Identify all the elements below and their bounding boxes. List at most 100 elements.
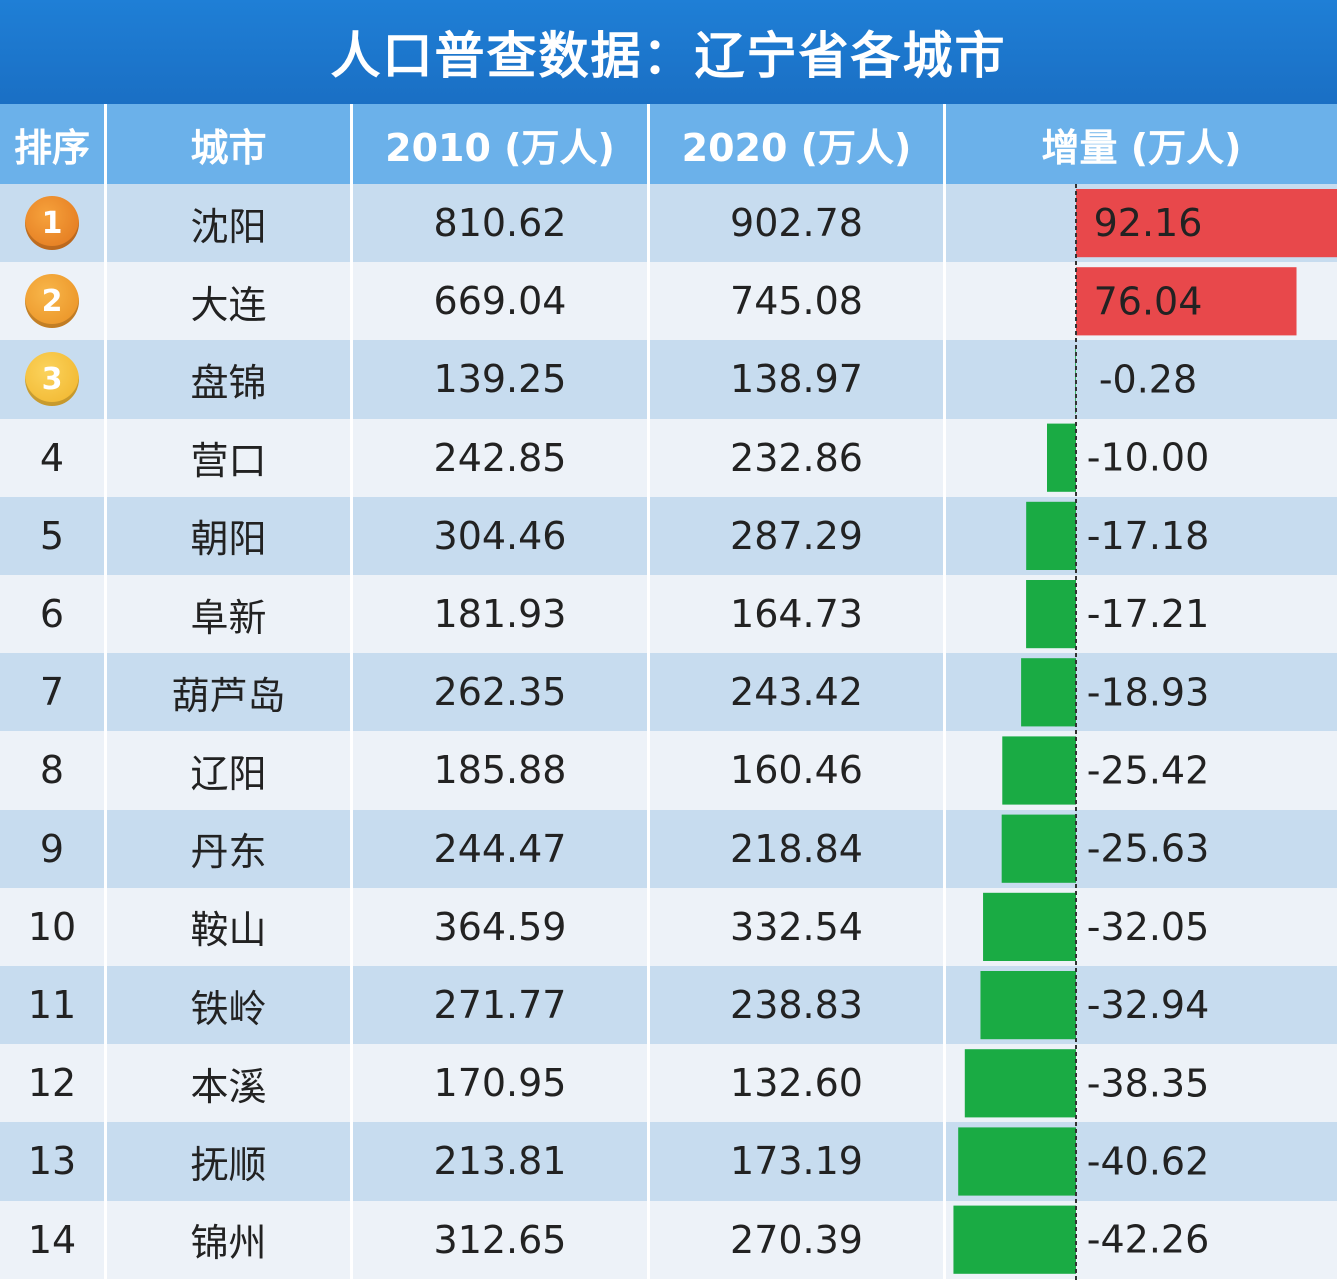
change-value-label: -17.21 — [1087, 592, 1210, 636]
change-value-label: -38.35 — [1087, 1061, 1210, 1105]
cell-y2020: 745.08 — [650, 262, 946, 341]
change-value-label: -42.26 — [1087, 1218, 1210, 1262]
cell-y2020: 270.39 — [650, 1200, 946, 1279]
change-bar — [1021, 658, 1076, 727]
cell-y2010: 304.46 — [353, 496, 650, 575]
change-bar — [1026, 580, 1076, 649]
change-value-label: -18.93 — [1087, 670, 1210, 714]
change-cell-bg — [946, 575, 1337, 654]
cell-y2020: 160.46 — [650, 731, 946, 810]
cell-city: 丹东 — [107, 809, 353, 888]
change-value-label: 76.04 — [1094, 279, 1203, 323]
change-bar-chart: 92.16 76.04 -0.28 -10.00 -17.18 -17.21 -18.93 -… — [953, 184, 1337, 1280]
cell-city: 营口 — [107, 418, 353, 497]
table-header: 排序 城市 2010 (万人) 2020 (万人) 增量 (万人) — [0, 104, 1337, 184]
medal-icon: 3 — [25, 352, 79, 407]
change-cell-bg — [946, 418, 1337, 497]
cell-y2010: 213.81 — [353, 1122, 650, 1201]
header-2020: 2020 (万人) — [650, 104, 946, 184]
cell-y2020: 232.86 — [650, 418, 946, 497]
table-row: 7 葫芦岛 262.35 243.42 — [0, 653, 1337, 732]
header-2010: 2010 (万人) — [353, 104, 650, 184]
cell-y2020: 218.84 — [650, 809, 946, 888]
cell-y2010: 181.93 — [353, 575, 650, 654]
change-cell-bg — [946, 496, 1337, 575]
rank-medal-cell: 3 — [0, 340, 107, 419]
cell-city: 本溪 — [107, 1044, 353, 1123]
change-bar — [1075, 345, 1076, 414]
cell-y2010: 810.62 — [353, 184, 650, 263]
table-row: 3 盘锦 139.25 138.97 — [0, 340, 1337, 419]
cell-city: 鞍山 — [107, 887, 353, 966]
page-title: 人口普查数据：辽宁省各城市 — [330, 27, 1007, 85]
cell-rank: 4 — [0, 418, 107, 497]
population-table: 排序 城市 2010 (万人) 2020 (万人) 增量 (万人) 1 沈阳 810… — [0, 104, 1337, 1280]
change-bar — [1076, 189, 1337, 258]
change-value-label: -32.05 — [1087, 905, 1210, 949]
cell-y2010: 262.35 — [353, 653, 650, 732]
change-value-label: -25.63 — [1087, 827, 1210, 871]
cell-rank: 7 — [0, 653, 107, 732]
cell-city: 大连 — [107, 262, 353, 341]
cell-y2010: 271.77 — [353, 966, 650, 1045]
cell-city: 朝阳 — [107, 496, 353, 575]
change-bar — [1076, 267, 1297, 336]
cell-city: 葫芦岛 — [107, 653, 353, 732]
table-row: 4 营口 242.85 232.86 — [0, 418, 1337, 497]
cell-y2020: 164.73 — [650, 575, 946, 654]
table-row: 13 抚顺 213.81 173.19 — [0, 1122, 1337, 1201]
cell-city: 锦州 — [107, 1200, 353, 1279]
cell-y2020: 173.19 — [650, 1122, 946, 1201]
cell-rank: 9 — [0, 809, 107, 888]
table-row: 10 鞍山 364.59 332.54 — [0, 887, 1337, 966]
change-value-label: -32.94 — [1087, 983, 1210, 1027]
cell-y2020: 132.60 — [650, 1044, 946, 1123]
cell-rank: 5 — [0, 496, 107, 575]
header-city: 城市 — [107, 104, 353, 184]
table-row: 6 阜新 181.93 164.73 — [0, 575, 1337, 654]
change-value-label: 92.16 — [1094, 201, 1203, 245]
cell-y2010: 139.25 — [353, 340, 650, 419]
cell-y2020: 902.78 — [650, 184, 946, 263]
change-bar — [1001, 814, 1076, 883]
change-cell-bg — [946, 340, 1337, 419]
change-value-label: -17.18 — [1087, 514, 1210, 558]
cell-city: 辽阳 — [107, 731, 353, 810]
cell-rank: 14 — [0, 1200, 107, 1279]
change-bar — [953, 1205, 1076, 1274]
cell-y2010: 185.88 — [353, 731, 650, 810]
change-bar — [1026, 501, 1076, 570]
change-bar — [964, 1049, 1076, 1118]
cell-city: 铁岭 — [107, 966, 353, 1045]
cell-y2010: 364.59 — [353, 887, 650, 966]
cell-rank: 6 — [0, 575, 107, 654]
header-change: 增量 (万人) — [946, 104, 1337, 184]
change-bar — [1002, 736, 1076, 805]
cell-y2020: 287.29 — [650, 496, 946, 575]
rank-medal-cell: 1 — [0, 184, 107, 263]
cell-y2010: 242.85 — [353, 418, 650, 497]
cell-city: 沈阳 — [107, 184, 353, 263]
rank-medal-cell: 2 — [0, 262, 107, 341]
cell-y2020: 243.42 — [650, 653, 946, 732]
table-row: 5 朝阳 304.46 287.29 — [0, 496, 1337, 575]
change-bar — [980, 971, 1076, 1040]
change-cell-bg — [946, 653, 1337, 732]
cell-y2010: 170.95 — [353, 1044, 650, 1123]
change-value-label: -25.42 — [1087, 749, 1210, 793]
cell-y2020: 332.54 — [650, 887, 946, 966]
cell-city: 抚顺 — [107, 1122, 353, 1201]
header-rank: 排序 — [0, 104, 107, 184]
title-bar: 人口普查数据：辽宁省各城市 — [0, 0, 1337, 104]
change-bar — [1047, 423, 1076, 492]
cell-y2010: 669.04 — [353, 262, 650, 341]
cell-y2020: 138.97 — [650, 340, 946, 419]
cell-y2010: 312.65 — [353, 1200, 650, 1279]
cell-rank: 11 — [0, 966, 107, 1045]
change-value-label: -40.62 — [1087, 1140, 1210, 1184]
cell-rank: 13 — [0, 1122, 107, 1201]
cell-y2010: 244.47 — [353, 809, 650, 888]
change-value-label: -0.28 — [1099, 358, 1197, 402]
cell-y2020: 238.83 — [650, 966, 946, 1045]
cell-rank: 12 — [0, 1044, 107, 1123]
